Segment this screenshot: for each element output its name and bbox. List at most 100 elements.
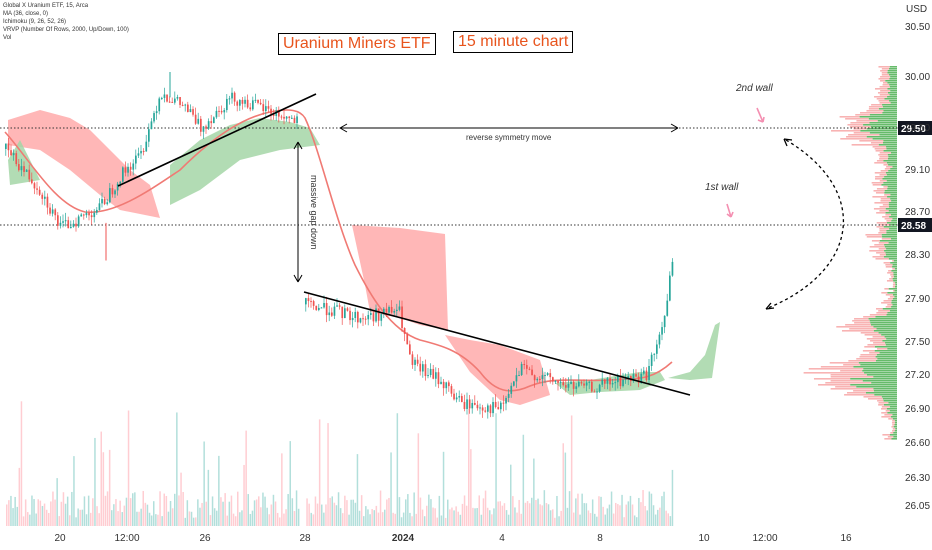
vp-row-down [859, 140, 884, 142]
candle-body [409, 344, 411, 355]
vp-row-up [884, 244, 897, 246]
vp-row-up [873, 330, 897, 332]
x-tick-label: 4 [499, 533, 505, 544]
candle-body [419, 363, 422, 372]
volume-bar [144, 502, 147, 526]
volume-bar [85, 514, 88, 526]
volume-bar [629, 495, 632, 526]
rising-trendline [117, 93, 317, 187]
volume-bar [669, 516, 672, 526]
candle-body [41, 194, 44, 199]
vp-row-up [889, 66, 897, 68]
volume-bar [199, 507, 201, 526]
volume-bar [373, 510, 375, 526]
vp-row-up [888, 242, 897, 244]
volume-bar [247, 494, 249, 526]
candle-body [346, 308, 349, 311]
y-tick-label: 27.20 [905, 370, 930, 381]
price-tag-label: 28.58 [901, 221, 926, 232]
candle-body [640, 373, 643, 383]
vp-row-down [835, 386, 857, 388]
vp-row-up [890, 194, 897, 196]
vp-row-up [886, 230, 897, 232]
volume-bar [297, 508, 300, 526]
vp-row-down [829, 362, 859, 364]
vp-row-down [879, 174, 887, 176]
candle-body [158, 98, 161, 112]
vp-row-down [825, 382, 872, 384]
candle-body [362, 318, 364, 320]
vp-row-up [889, 74, 897, 76]
candle-body [307, 298, 310, 302]
candle-body [328, 312, 331, 316]
candle-body [226, 98, 228, 111]
volume-bar [654, 514, 657, 526]
volume-bar [560, 510, 562, 526]
vp-row-up [889, 406, 897, 408]
candle-body [445, 382, 448, 389]
volume-bar [272, 494, 275, 526]
volume-bar [583, 503, 585, 526]
candle-body [129, 166, 132, 170]
volume-bar [232, 513, 235, 526]
candle-body [7, 143, 10, 151]
vp-row-down [881, 412, 888, 414]
candle-body [44, 196, 46, 199]
vp-row-down [879, 228, 890, 230]
volume-bar [312, 514, 315, 526]
volume-bar [77, 508, 79, 526]
vp-row-down [879, 230, 887, 232]
volume-bar [167, 511, 170, 526]
vp-row-down [886, 220, 892, 222]
volume-bar [308, 503, 310, 526]
vp-row-down [874, 172, 886, 174]
vp-row-down [864, 334, 882, 336]
vp-row-down [881, 72, 888, 74]
volume-bar [541, 505, 543, 526]
candle-body [593, 391, 596, 393]
volume-bar [136, 511, 138, 526]
vp-row-up [889, 310, 897, 312]
candle-body [312, 301, 315, 306]
vp-row-up [878, 108, 897, 110]
vp-row-up [889, 410, 897, 412]
vp-row-down [881, 238, 891, 240]
volume-bar [461, 503, 464, 526]
vp-row-down [879, 152, 891, 154]
vp-row-up [892, 218, 897, 220]
candle-body [116, 183, 119, 191]
volume-bar [350, 499, 352, 526]
candle-body [500, 402, 502, 410]
volume-bar [436, 517, 438, 526]
y-tick-label: 26.30 [905, 473, 930, 484]
volume-bar [659, 507, 661, 526]
vp-row-up [892, 298, 897, 300]
vp-row-down [859, 356, 876, 358]
candle-body [437, 372, 440, 385]
candle-body [585, 382, 588, 386]
volume-bar [621, 494, 623, 526]
candle-body [215, 110, 218, 118]
candle-body [513, 381, 515, 386]
vp-row-down [840, 370, 863, 372]
candle-body [246, 99, 249, 108]
vp-row-up [893, 436, 897, 438]
candle-body [280, 116, 283, 118]
gap-down-label: massive gap down [309, 175, 319, 250]
candle-body [137, 153, 140, 156]
volume-bar [505, 510, 508, 526]
volume-bar [207, 469, 210, 526]
vp-row-up [887, 196, 897, 198]
candle-body [359, 318, 362, 323]
volume-bar [213, 508, 216, 526]
candle-body [200, 118, 202, 132]
vp-row-down [864, 346, 875, 348]
vp-row-down [882, 84, 890, 86]
volume-bar [138, 511, 140, 526]
vp-row-down [877, 348, 888, 350]
vp-row-up [882, 308, 897, 310]
volume-bar [627, 501, 630, 526]
vp-row-down [830, 388, 874, 390]
vp-row-up [887, 348, 897, 350]
